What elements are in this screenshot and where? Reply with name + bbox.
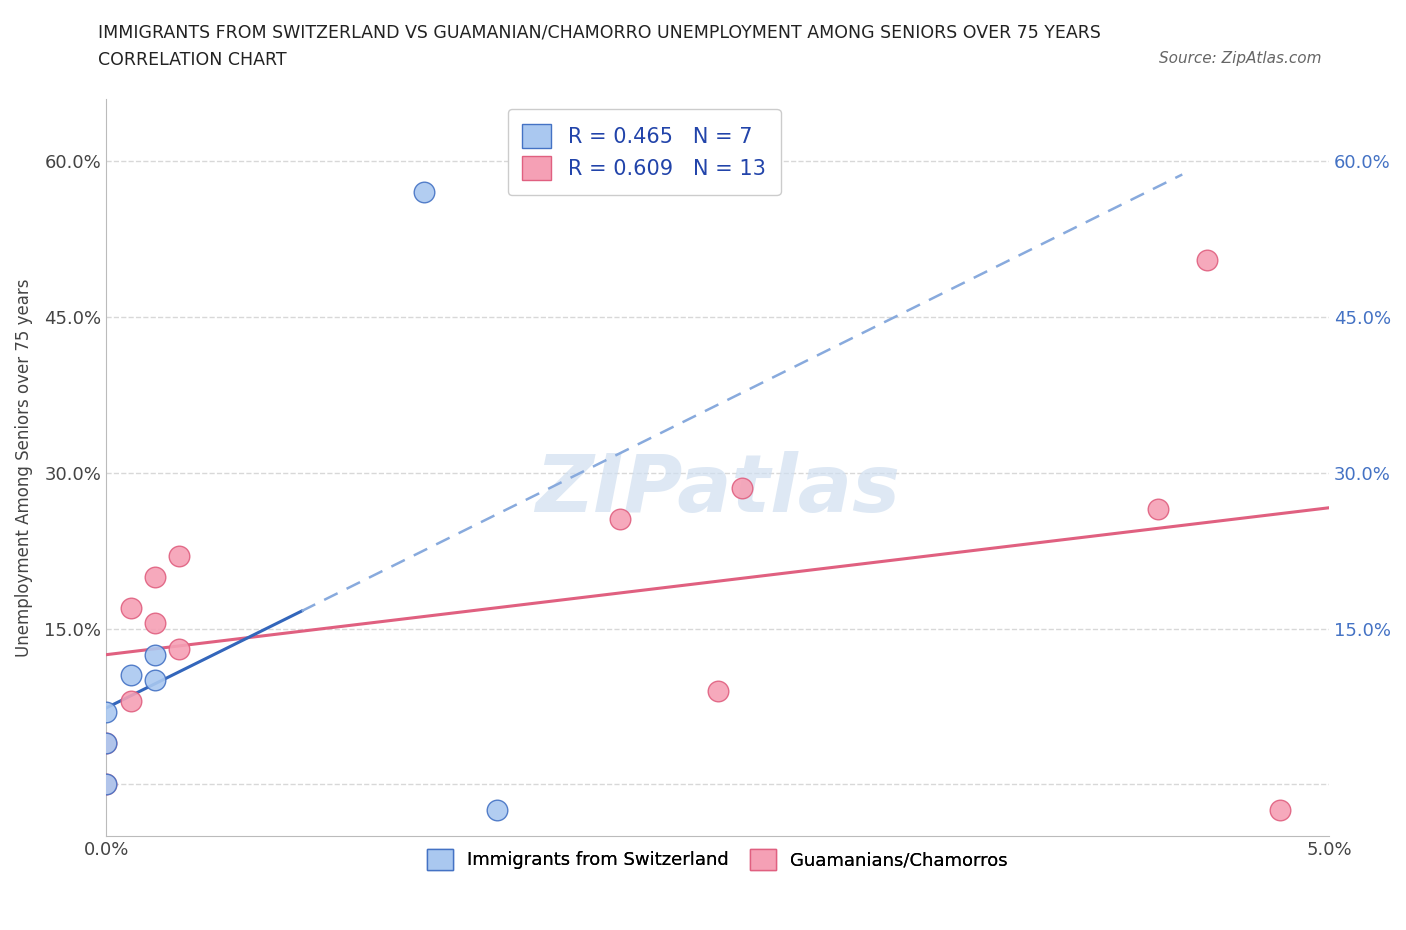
Point [169,549,191,564]
Point [120,668,142,683]
Text: ZIPatlas: ZIPatlas [536,451,900,528]
Point [1146,501,1168,516]
Point [143,616,166,631]
Point [169,642,191,657]
Point [120,601,142,616]
Point [413,185,436,200]
Point [706,684,728,698]
Point [94,704,117,719]
Y-axis label: Unemployment Among Seniors over 75 years: Unemployment Among Seniors over 75 years [15,278,32,657]
Point [94,736,117,751]
Point [143,569,166,584]
Point [731,481,754,496]
Point [609,512,631,527]
Point [94,777,117,791]
Point [143,647,166,662]
Point [120,694,142,709]
Point [1195,252,1218,267]
Point [143,673,166,688]
Point [486,803,509,817]
Point [94,736,117,751]
Point [94,777,117,791]
Legend: Immigrants from Switzerland, Guamanians/Chamorros: Immigrants from Switzerland, Guamanians/… [418,840,1017,879]
Text: IMMIGRANTS FROM SWITZERLAND VS GUAMANIAN/CHAMORRO UNEMPLOYMENT AMONG SENIORS OVE: IMMIGRANTS FROM SWITZERLAND VS GUAMANIAN… [98,23,1101,41]
Point [1268,803,1291,817]
Text: CORRELATION CHART: CORRELATION CHART [98,51,287,69]
Text: Source: ZipAtlas.com: Source: ZipAtlas.com [1159,51,1322,66]
